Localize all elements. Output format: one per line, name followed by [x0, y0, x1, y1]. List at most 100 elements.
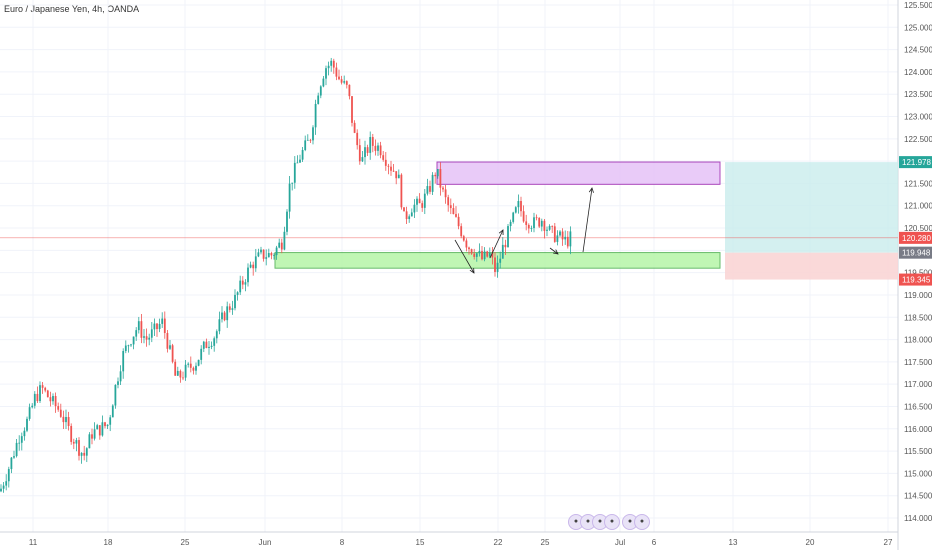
candle-down	[174, 361, 177, 376]
price-tag-bg	[899, 231, 932, 244]
candle-up	[20, 436, 23, 443]
price-tag-label: 120.280	[902, 234, 931, 243]
candle-up	[184, 364, 187, 378]
candle-up	[187, 363, 190, 365]
candle-up	[496, 262, 499, 272]
candle-down	[442, 187, 444, 190]
price-tick-label: 117.500	[904, 358, 932, 367]
candle-down	[447, 197, 450, 206]
candle-down	[473, 253, 476, 257]
economic-event-icon[interactable]: ●	[634, 514, 650, 530]
candle-down	[387, 165, 390, 167]
candle-down	[83, 452, 86, 456]
candle-up	[221, 312, 223, 320]
candle-up	[148, 337, 151, 340]
candle-down	[166, 333, 169, 349]
candle-down	[452, 208, 455, 215]
candle-up	[195, 365, 197, 371]
candle-up	[210, 345, 213, 347]
candle-down	[49, 397, 52, 402]
price-tick-label: 116.000	[904, 425, 932, 434]
candle-down	[351, 96, 353, 123]
candle-up	[306, 139, 309, 141]
candle-down	[171, 345, 174, 362]
price-tick-label: 119.000	[904, 291, 932, 300]
candle-up	[556, 235, 559, 242]
arrow-up-target	[582, 187, 593, 253]
candle-up	[509, 221, 512, 227]
price-tick-label: 122.500	[904, 135, 932, 144]
candle-down	[460, 226, 463, 237]
candle-up	[530, 228, 533, 229]
candle-up	[322, 78, 325, 87]
candle-down	[41, 385, 44, 388]
candle-up	[143, 336, 145, 338]
candle-up	[10, 457, 13, 470]
candle-up	[325, 68, 327, 79]
candle-up	[88, 434, 91, 449]
candle-down	[205, 341, 208, 348]
price-tag-bg	[899, 273, 932, 286]
candle-up	[397, 174, 400, 179]
price-tick-label: 125.000	[904, 23, 932, 32]
candle-up	[267, 253, 270, 258]
candle-up	[317, 95, 320, 104]
candle-down	[62, 416, 65, 423]
candle-down	[358, 145, 361, 162]
candle-down	[538, 218, 541, 227]
price-tick-label: 121.000	[904, 202, 932, 211]
candle-down	[561, 231, 564, 240]
supply-zone[interactable]	[436, 161, 721, 185]
candle-up	[247, 267, 249, 283]
candle-up	[96, 425, 99, 430]
candle-up	[413, 204, 416, 213]
price-tick-label: 118.500	[904, 313, 932, 322]
candle-down	[384, 159, 387, 166]
candle-up	[85, 448, 88, 456]
price-tick-label: 115.000	[904, 469, 932, 478]
candle-up	[200, 348, 203, 360]
candle-up	[369, 137, 372, 153]
candle-up	[377, 145, 379, 151]
candle-up	[93, 429, 96, 439]
candle-up	[26, 418, 28, 431]
candle-down	[439, 169, 442, 188]
candle-down	[392, 170, 395, 172]
candle-down	[390, 166, 392, 171]
candle-up	[408, 216, 411, 220]
candle-down	[189, 363, 192, 368]
arrow-down-2-head	[553, 249, 559, 255]
price-tick-label: 120.500	[904, 224, 932, 233]
candle-down	[36, 393, 39, 402]
economic-event-icon[interactable]: ●	[604, 514, 620, 530]
price-tick-label: 123.000	[904, 113, 932, 122]
candle-down	[104, 422, 106, 427]
candle-down	[468, 247, 470, 250]
candle-up	[101, 422, 104, 436]
candle-down	[72, 441, 75, 444]
candle-up	[39, 385, 41, 402]
candle-down	[340, 79, 343, 83]
candle-up	[361, 157, 364, 162]
candle-up	[512, 212, 515, 222]
time-tick-label: 18	[104, 538, 113, 547]
candle-down	[280, 242, 283, 250]
candle-up	[499, 258, 502, 263]
candle-down	[156, 323, 158, 330]
time-tick-label: 15	[416, 538, 425, 547]
candle-up	[330, 60, 333, 66]
candle-up	[80, 452, 83, 456]
candle-down	[455, 214, 457, 217]
candle-up	[564, 236, 567, 240]
candle-up	[52, 396, 54, 402]
candle-up	[13, 456, 15, 458]
candle-down	[228, 306, 231, 310]
candle-up	[161, 318, 164, 324]
candle-up	[119, 371, 122, 382]
candle-down	[182, 377, 184, 379]
candle-up	[514, 207, 517, 213]
candle-up	[343, 81, 346, 83]
candle-up	[137, 321, 140, 331]
candle-up	[299, 159, 301, 163]
